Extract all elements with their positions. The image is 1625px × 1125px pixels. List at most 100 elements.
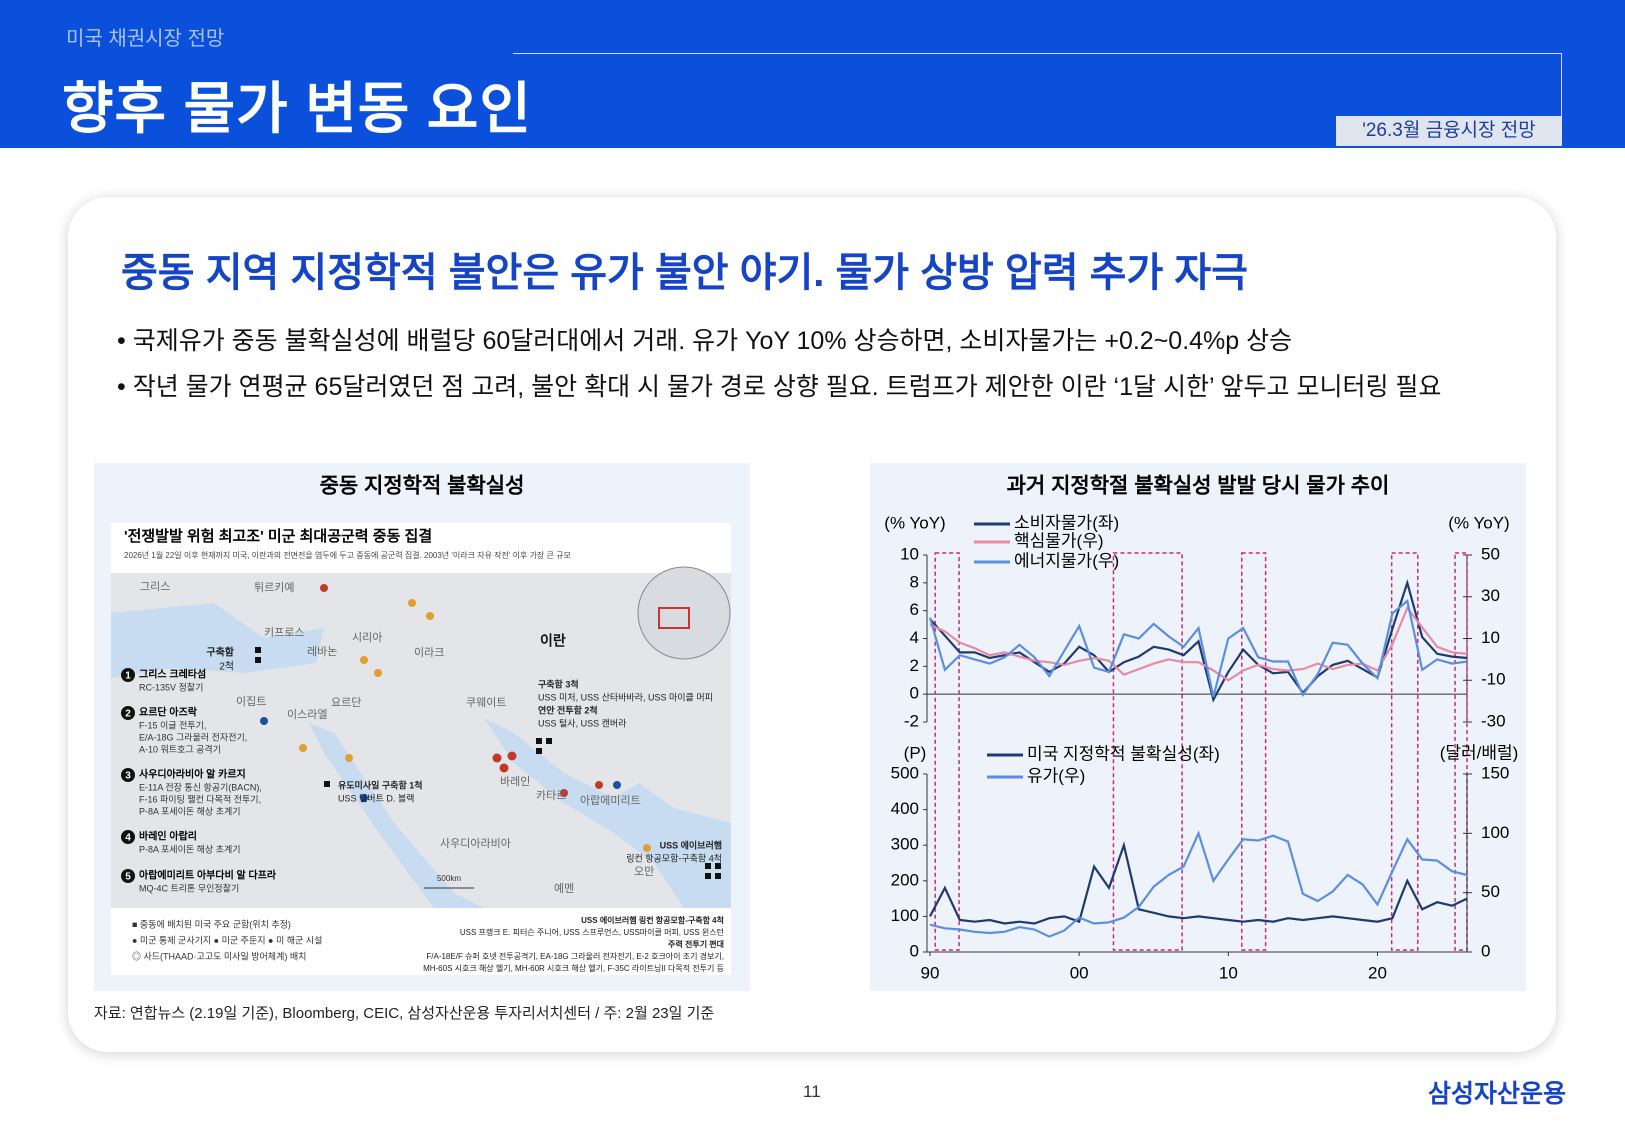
- callout-title: 그리스 크레타섬: [139, 668, 206, 681]
- callout-line: MQ-4C 트리톤 무인정찰기: [139, 883, 239, 893]
- sea: [484, 718, 731, 908]
- map-legend: ● 미군 통제 군사기지 ● 미군 주둔지 ● 미 해군 시설: [132, 935, 322, 945]
- highlight-period: [1241, 552, 1267, 951]
- place-label: 아랍에미리트: [580, 794, 641, 807]
- y-tick-label: 2: [910, 656, 919, 675]
- callout-line: F-15 이글 전투기,: [139, 720, 206, 730]
- ship: [536, 738, 542, 744]
- y2-tick-label: 30: [1481, 586, 1500, 605]
- place-label: 오만: [634, 865, 654, 878]
- ship-label: USS 에이브러햄 링컨 항공모함-구축함 4척: [581, 915, 724, 925]
- callout-badge: [121, 830, 135, 844]
- ship-label: 유도미사일 구축함 1척: [338, 779, 423, 790]
- y-tick-label: 10: [900, 544, 919, 563]
- dot: [360, 656, 368, 664]
- callout-badge: [121, 869, 135, 883]
- y-tick-label: 100: [891, 906, 919, 925]
- series-line: [928, 598, 1468, 698]
- y-tick-label: 6: [910, 600, 919, 619]
- ship-label: 구축함: [206, 646, 234, 659]
- y2-tick-label: -30: [1481, 711, 1506, 730]
- panel-title: 중동 지정학적 불확실성: [320, 475, 525, 498]
- dot: [499, 763, 509, 773]
- ship: [705, 863, 711, 869]
- ship-label: MH-60S 시호크 해상 헬기, MH-60R 시호크 해상 헬기, F-35…: [423, 963, 724, 973]
- callout-title: 요르단 아즈락: [139, 706, 198, 719]
- y-axis-label: (P): [904, 743, 927, 762]
- dot: [320, 584, 328, 592]
- dot: [408, 599, 416, 607]
- bullet: 국제유가 중동 불확실성에 배럴당 60달러대에서 거래. 유가 YoY 10%…: [117, 321, 1292, 357]
- place-label: 바레인: [500, 775, 530, 788]
- callout-line: P-8A 포세이돈 해상 초계기: [139, 805, 241, 816]
- dot: [299, 744, 307, 752]
- callout-number: 1: [125, 671, 131, 682]
- sea: [111, 603, 324, 678]
- place-label: 그리스: [140, 580, 170, 593]
- series-line: [929, 605, 1468, 682]
- dot: [507, 751, 517, 761]
- dot: [345, 754, 353, 762]
- map-panel: 중동 지정학적 불확실성 '전쟁발발 위험 최고조' 미군 최대공군력 중동 집…: [94, 463, 750, 991]
- y-tick-label: 400: [891, 799, 919, 818]
- dot: [260, 717, 268, 725]
- callout-title: 바레인 아랍리: [139, 830, 197, 843]
- place-label: 이란: [540, 633, 566, 649]
- series-line: [929, 841, 1468, 925]
- y-tick-label: -2: [904, 711, 919, 730]
- y2-tick-label: 50: [1481, 882, 1500, 901]
- callout-number: 5: [125, 872, 131, 883]
- sea: [309, 723, 484, 908]
- navy-dots: [260, 717, 621, 802]
- callout-line: E-11A 전장 통신 항공기(BACN),: [139, 782, 262, 792]
- x-tick-label: 00: [1070, 963, 1089, 982]
- place-label: 시리아: [352, 631, 382, 644]
- legend-label: 유가(우): [1027, 766, 1085, 785]
- place-label: 이스라엘: [287, 708, 327, 721]
- place-label: 쿠웨이트: [466, 696, 506, 709]
- y2-tick-label: 50: [1481, 544, 1500, 563]
- ship: [255, 657, 261, 663]
- place-label: 튀르키예: [254, 581, 294, 594]
- y-tick-label: 8: [910, 572, 919, 591]
- dot: [613, 781, 621, 789]
- callout-line: RC-135V 정찰기: [139, 682, 203, 692]
- dot: [560, 789, 568, 797]
- place-label: 카타르: [536, 789, 566, 802]
- ship: [324, 781, 330, 787]
- page-number: 11: [803, 1082, 821, 1101]
- y2-tick-label: 0: [1481, 941, 1490, 960]
- dot: [492, 753, 502, 763]
- y2-tick-label: 150: [1481, 763, 1509, 782]
- dot: [595, 781, 603, 789]
- headline: 중동 지역 지정학적 불안은 유가 불안 야기. 물가 상방 압력 추가 자극: [121, 251, 1248, 295]
- y2-tick-label: 10: [1481, 628, 1500, 647]
- ship: [705, 873, 711, 879]
- source-note: 자료: 연합뉴스 (2.19일 기준), Bloomberg, CEIC, 삼성…: [94, 1005, 715, 1022]
- y-tick-label: 200: [891, 870, 919, 889]
- place-label: 이집트: [236, 695, 266, 708]
- globe-inset: [637, 566, 731, 660]
- callout-line: E/A-18G 그라울러 전자전기,: [139, 732, 247, 742]
- y-tick-label: 0: [910, 941, 919, 960]
- callout-line: F-16 파이팅 팰컨 다목적 전투기,: [139, 793, 261, 804]
- map-subheading: 2026년 1월 22일 이후 현재까지 미국, 이란과의 전면전을 염두에 두…: [124, 550, 571, 560]
- ship-label: F/A-18E/F 슈퍼 호넷 전투공격기, EA-18G 그라울러 전자전기,…: [426, 951, 724, 961]
- ship: [536, 748, 542, 754]
- legend-label: 에너지물가(우): [1014, 551, 1119, 570]
- chart: 과거 지정학절 불확실성 발발 당시 물가 추이 (% YoY) (% YoY) 10…: [884, 475, 1518, 983]
- y-tick-label: 4: [910, 628, 919, 647]
- callout-number: 4: [125, 833, 131, 844]
- dot: [643, 844, 651, 852]
- header-tag: '26.3월 금융시장 전망: [1336, 116, 1562, 146]
- logo: 삼성자산운용: [1428, 1080, 1567, 1108]
- x-tick-label: 20: [1368, 963, 1387, 982]
- place-label: 이라크: [414, 646, 444, 659]
- y2-tick-label: 100: [1481, 823, 1509, 842]
- y2-tick-label: -10: [1481, 670, 1506, 689]
- ship-label: 주력 전투기 편대: [668, 939, 724, 949]
- dot: [426, 612, 434, 620]
- callout-badge: [121, 768, 135, 782]
- ship-label: 2척: [219, 661, 234, 673]
